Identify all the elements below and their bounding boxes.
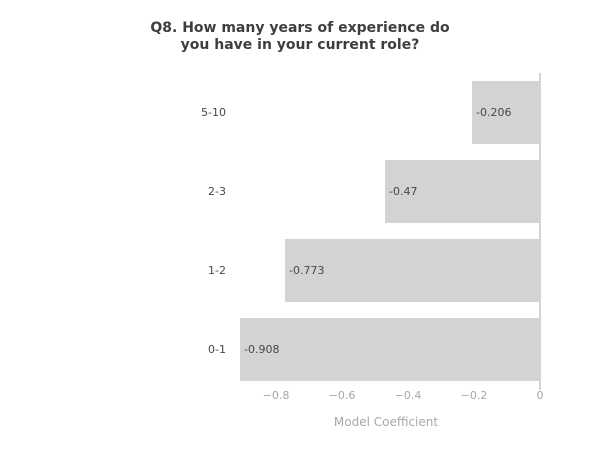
chart-title: Q8. How many years of experience do you … xyxy=(0,20,600,54)
category-label: 0-1 xyxy=(208,342,226,356)
zero-axis-line xyxy=(539,73,541,390)
bar[interactable]: -0.908 xyxy=(240,318,540,381)
x-axis-title: Model Coefficient xyxy=(333,415,439,429)
bar[interactable]: -0.773 xyxy=(285,239,540,302)
category-label: 2-3 xyxy=(208,184,226,198)
bar-value-label: -0.47 xyxy=(389,185,418,198)
x-tick-label: −0.4 xyxy=(394,389,422,402)
chart-title-line2: you have in your current role? xyxy=(180,37,420,53)
category-label: 1-2 xyxy=(208,263,226,277)
bar[interactable]: -0.206 xyxy=(472,81,540,144)
bar-value-label: -0.773 xyxy=(289,264,325,277)
chart-title-line1: Q8. How many years of experience do xyxy=(150,20,450,36)
bar[interactable]: -0.47 xyxy=(385,160,540,223)
category-label: 5-10 xyxy=(201,105,226,119)
x-tick-label: −0.8 xyxy=(262,389,290,402)
x-tick-label: −0.6 xyxy=(328,389,356,402)
x-tick-label: 0 xyxy=(536,389,544,402)
bar-value-label: -0.206 xyxy=(476,106,512,119)
x-tick-label: −0.2 xyxy=(460,389,488,402)
bar-value-label: -0.908 xyxy=(244,343,280,356)
